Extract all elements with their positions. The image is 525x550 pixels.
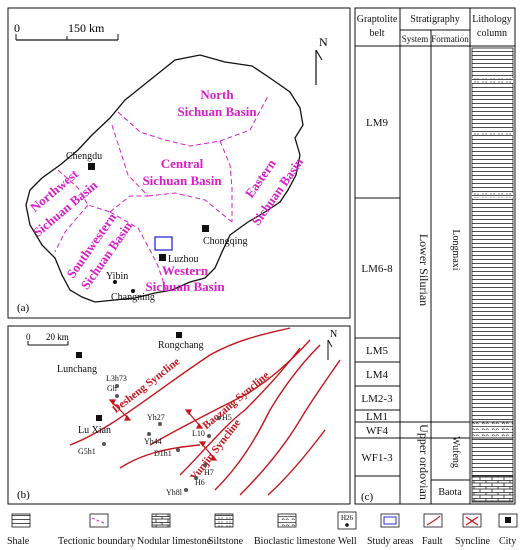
city-changning-marker [131,289,135,293]
legend-tectonic-icon [91,517,107,525]
panel-c: Graptolite belt Stratigraphy System Form… [354,7,516,505]
well-yh27: Yh27 [147,413,165,422]
basin-western-line2: Sichuan Basin [145,279,225,294]
legend-tectonic-boundary: Tectionic boundary [58,536,135,547]
legend-study-area-icon [383,516,397,525]
belt-lm2-3: LM2-3 [361,393,393,405]
city-lunchang-label: Lunchang [57,364,97,375]
syncline-markers [108,399,218,461]
legend-well-icon [345,523,349,527]
well-markers [102,384,221,492]
basin-north-line1: North [200,87,234,102]
legend-nodular-limestone: Nodular limestone [137,536,212,547]
north-b-label: N [330,329,337,340]
legend: Shale Tectionic boundary Nodular limesto… [7,511,518,547]
tectonic-boundaries [54,95,269,291]
header-system: System [402,34,429,44]
well-h6: H6 [195,478,205,487]
legend-shale: Shale [7,536,30,547]
legend-siltstone-swatch [214,513,234,528]
north-arrow-b-icon [327,339,333,360]
north-label: N [319,35,328,49]
header-lithology-1: Lithology [472,14,511,25]
legend-nodular-swatch [151,513,171,528]
legend-shale-swatch [11,513,31,528]
legend-well: Well [338,536,357,547]
belt-wf1-3: WF1-3 [361,452,393,464]
city-lunchang-marker [76,352,82,358]
city-luzhou-marker [159,254,166,261]
header-graptolite-1: Graptolite [357,14,398,25]
city-rongchang-label: Rongchang [158,340,204,351]
legend-syncline-icon [465,516,479,526]
city-chongqing-label: Chongqing [203,236,247,247]
legend-bioclastic-limestone: Bioclastic limestone [254,536,336,547]
basin-central-line2: Sichuan Basin [142,173,222,188]
system-upper-ordovian: Upper ordovian [417,424,431,500]
legend-study-areas: Study areas [367,536,413,547]
well-gh: Gh [107,384,117,393]
legend-well-code: H26 [341,514,354,522]
panel-a-label: (a) [17,302,30,314]
header-lithology-2: column [477,28,507,39]
legend-bioclastic-swatch [277,513,297,528]
legend-fault-icon [426,515,441,526]
header-stratigraphy: Stratigraphy [410,14,459,25]
formation-wufeng: Wufeng [450,436,461,468]
well-h7: H7 [204,468,214,477]
basin-western-line1: Western [162,263,209,278]
city-changning-label: Changning [111,292,155,303]
scale-distance: 150 km [68,21,105,35]
well-h5: H5 [222,413,232,422]
city-luxian-label: Lu Xian [78,425,111,436]
panel-c-label: (c) [361,491,374,503]
north-arrow-icon [315,49,323,85]
panel-a: 0 150 km N North Sichuan Basin Central S… [7,7,351,319]
formation-baota: Baota [438,487,462,498]
belt-dividers [355,197,470,481]
city-chengdu-marker [88,163,95,170]
legend-siltstone: Siltstone [208,536,244,547]
study-area-box [154,236,173,251]
legend-city: City [499,536,516,547]
belt-lm5: LM5 [366,345,389,357]
well-yh8l: Yh8l [166,488,183,497]
faults [69,327,341,496]
panel-b-label: (b) [17,489,30,501]
belt-lm1: LM1 [366,411,388,423]
city-chongqing-marker [202,225,209,232]
scale-b-zero: 0 [26,332,31,342]
formation-longmaxi: Longmaxi [450,229,461,270]
basin-outline [25,54,304,303]
city-luxian-marker [96,415,102,421]
basin-central-line1: Central [161,156,204,171]
legend-fault: Fault [422,536,443,547]
belt-lm6-8: LM6-8 [361,263,393,275]
well-d1h1: D1h1 [154,449,172,458]
lithology-column [471,47,514,503]
city-luzhou-label: Luzhou [168,254,199,265]
basin-north-line2: Sichuan Basin [177,104,257,119]
panel-b: 0 20 km N [7,325,351,505]
well-l10: L10 [192,429,205,438]
belt-wf4: WF4 [366,425,389,437]
legend-city-icon [505,517,511,523]
header-formation: Formation [431,34,469,44]
belt-lm4: LM4 [366,369,389,381]
belt-lm9: LM9 [366,117,389,129]
well-yh44: Yh44 [144,437,162,446]
legend-syncline: Syncline [455,536,491,547]
scale-b-distance: 20 km [46,332,69,342]
city-yibin-label: Yibin [106,271,128,282]
well-g5h1: G5h1 [78,447,96,456]
city-yibin-marker [113,280,117,284]
scale-zero: 0 [14,21,20,35]
well-l3h73: L3h73 [106,374,127,383]
city-chengdu-label: Chengdu [66,151,102,162]
system-lower-silurian: Lower Silurian [417,234,431,306]
city-rongchang-marker [176,332,182,338]
header-graptolite-2: belt [370,28,385,39]
